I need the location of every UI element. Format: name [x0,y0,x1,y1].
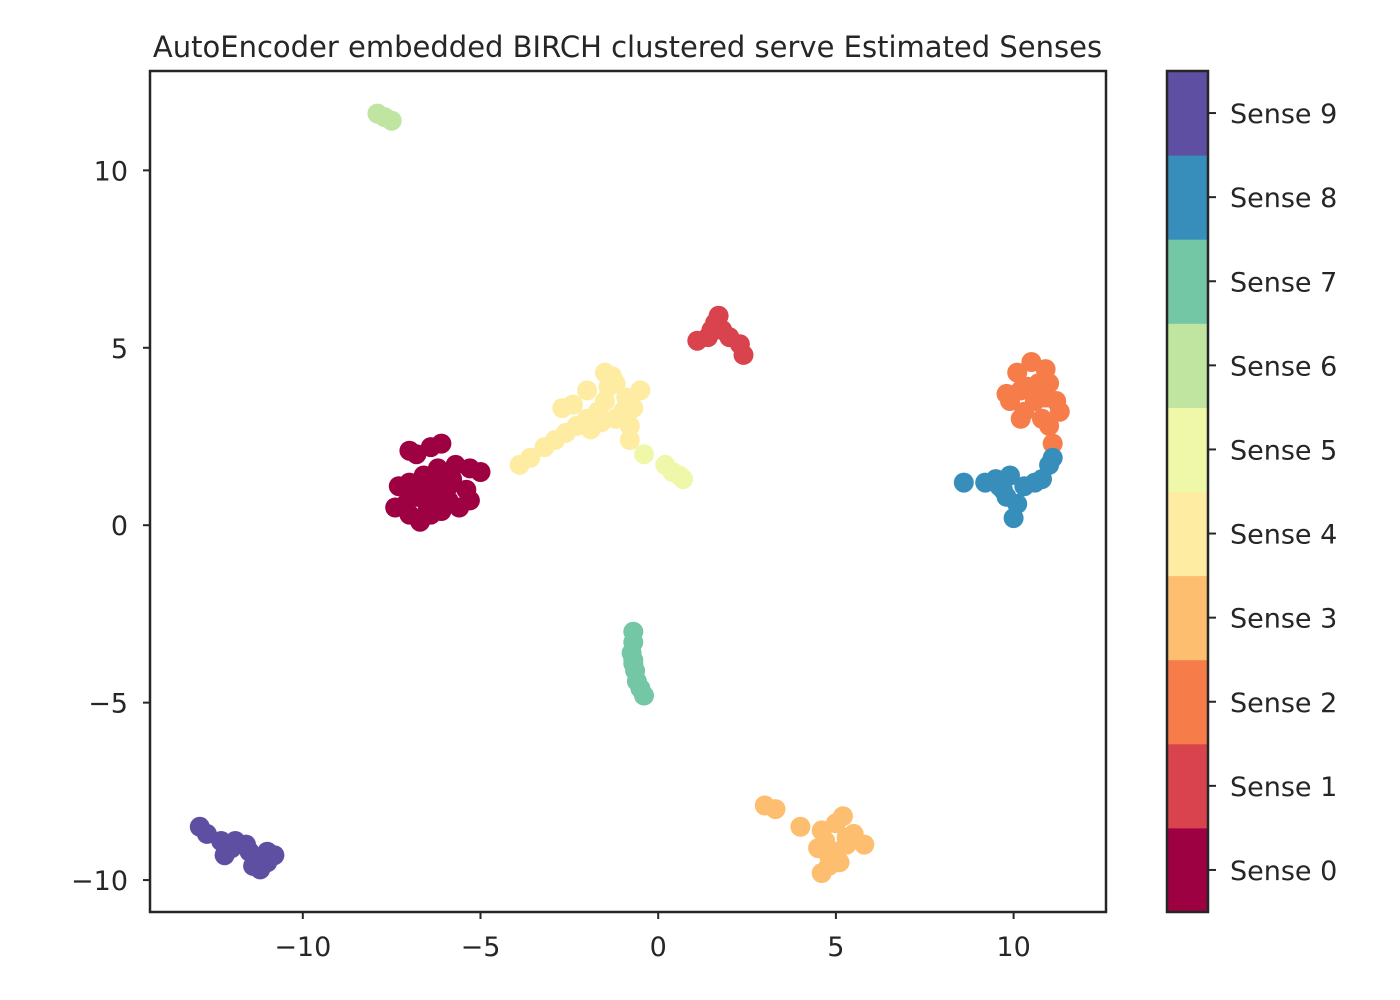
point-sense-7 [634,685,654,706]
scatter-points [189,103,1070,883]
y-tick-label: 5 [111,334,128,365]
x-tick-label: 5 [827,932,844,963]
colorbar-segment-sense-6 [1167,323,1208,408]
colorbar-segment-sense-9 [1167,71,1208,156]
point-sense-0 [410,511,431,532]
point-sense-9 [257,852,278,873]
point-sense-4 [577,380,598,401]
point-sense-0 [438,476,459,497]
point-sense-0 [403,483,423,504]
colorbar-segment-sense-5 [1167,407,1208,492]
y-axis: −10 −5 0 5 10 [71,156,150,897]
point-sense-4 [602,366,622,387]
point-sense-2 [1007,362,1028,383]
colorbar-segment-sense-3 [1167,575,1208,661]
point-sense-5 [673,469,694,490]
chart-title: AutoEncoder embedded BIRCH clustered ser… [152,30,1103,64]
x-tick-label: −5 [461,932,501,963]
point-sense-2 [1039,415,1060,436]
point-sense-3 [854,834,875,855]
y-tick-label: −10 [71,866,128,897]
y-tick-label: 10 [94,156,128,187]
point-sense-5 [634,444,654,465]
colorbar-segment-sense-8 [1167,155,1208,240]
x-tick-label: 10 [996,932,1030,963]
colorbar-frame [1165,69,1210,914]
point-sense-9 [214,845,235,866]
colorbar: Sense 0 Sense 1 Sense 2 Sense 3 Sense 4 Sense… [1165,69,1337,914]
x-tick-label: 0 [650,932,667,963]
point-sense-3 [836,827,857,848]
point-sense-0 [470,462,491,482]
point-sense-9 [239,841,260,862]
colorbar-label: Sense 0 [1230,856,1337,887]
colorbar-label: Sense 3 [1230,604,1337,635]
point-sense-1 [733,344,754,365]
point-sense-8 [989,476,1010,497]
point-sense-2 [1010,408,1031,429]
point-sense-7 [623,650,644,671]
colorbar-label: Sense 8 [1230,183,1337,214]
colorbar-label: Sense 4 [1230,520,1337,551]
y-tick-label: 0 [111,511,128,542]
point-sense-4 [580,419,601,440]
point-sense-2 [1035,387,1056,408]
colorbar-label: Sense 7 [1230,267,1337,298]
point-sense-3 [765,799,786,820]
colorbar-segment-sense-2 [1167,659,1208,745]
point-sense-8 [1042,447,1063,468]
point-sense-3 [790,816,811,837]
plot-frame [148,69,1108,914]
colorbar-label: Sense 9 [1230,99,1337,130]
colorbar-label: Sense 1 [1230,772,1337,803]
point-sense-8 [1003,508,1024,529]
colorbar-segment-sense-0 [1167,827,1208,913]
colorbar-label: Sense 5 [1230,435,1337,466]
point-sense-4 [520,447,541,468]
x-tick-label: −10 [274,932,331,963]
point-sense-1 [701,320,722,340]
point-sense-2 [1000,391,1020,411]
colorbar-segment-sense-1 [1167,743,1208,829]
point-sense-4 [552,398,573,419]
y-tick-label: −5 [88,689,128,720]
colorbar-segment-sense-4 [1167,491,1208,577]
point-sense-2 [1017,376,1038,397]
point-sense-3 [833,806,853,827]
point-sense-4 [619,430,640,450]
colorbar-segment-sense-7 [1167,239,1208,324]
point-sense-1 [687,330,708,351]
point-sense-3 [815,831,836,851]
point-sense-0 [449,497,470,518]
point-sense-4 [630,380,651,401]
point-sense-2 [1049,401,1070,422]
x-axis: −10 −5 0 5 10 [274,912,1031,963]
point-sense-8 [953,472,974,493]
point-sense-0 [431,433,452,454]
point-sense-0 [417,493,438,514]
point-sense-6 [381,110,402,131]
point-sense-4 [623,398,644,419]
point-sense-2 [1042,433,1063,454]
colorbar-label: Sense 6 [1230,351,1337,382]
point-sense-4 [619,415,640,436]
colorbar-label: Sense 2 [1230,688,1337,719]
